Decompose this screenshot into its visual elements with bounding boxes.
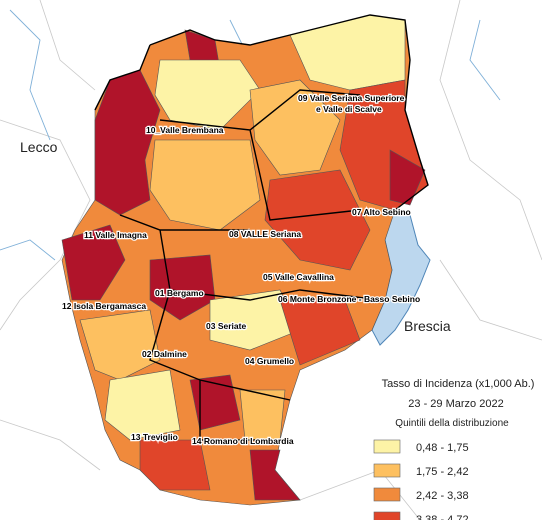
legend-swatch	[373, 487, 401, 502]
district-label: 06 Monte Bronzone - Basso Sebino	[278, 294, 420, 304]
province	[61, 14, 429, 506]
legend-label: 3,38 - 4,72	[416, 514, 469, 520]
district-label: 14 Romano di Lombardia	[192, 436, 294, 446]
legend-period: 23 - 29 Marzo 2022	[408, 398, 503, 410]
district-label: 05 Valle Cavallina	[263, 272, 334, 282]
district-label: 03 Seriate	[206, 321, 246, 331]
legend-label: 1,75 - 2,42	[416, 466, 469, 478]
legend-label: 2,42 - 3,38	[416, 490, 469, 502]
district-label: 04 Grumello	[245, 356, 294, 366]
district-label: 01 Bergamo	[155, 288, 204, 298]
place-label: Brescia	[404, 318, 451, 334]
legend-swatch	[373, 511, 401, 520]
place-label: Lecco	[20, 139, 58, 155]
district-label: 13 Treviglio	[131, 432, 178, 442]
legend-title: Tasso di Incidenza (x1,000 Ab.)	[382, 378, 535, 390]
legend-subtitle: Quintili della distribuzione	[395, 418, 509, 429]
legend-swatch	[373, 439, 401, 454]
district-label: 10_Valle Brembana	[146, 125, 224, 135]
district-label: e Valle di Scalve	[316, 104, 382, 114]
district-label: 02 Dalmine	[142, 349, 187, 359]
legend-label: 0,48 - 1,75	[416, 442, 469, 454]
district-label: 09 Valle Seriana Superiore	[298, 93, 405, 103]
district-label: 08 VALLE Seriana	[229, 229, 301, 239]
district-boundaries	[94, 14, 429, 441]
district-label: 11 Valle Imagna	[84, 230, 147, 240]
district-label: 12 Isola Bergamasca	[62, 301, 146, 311]
legend: 0,48 - 1,75 1,75 - 2,42 2,42 - 3,38 3,38 - …	[373, 439, 469, 520]
legend-swatch	[373, 463, 401, 478]
district-label: 07 Alto Sebino	[352, 207, 411, 217]
